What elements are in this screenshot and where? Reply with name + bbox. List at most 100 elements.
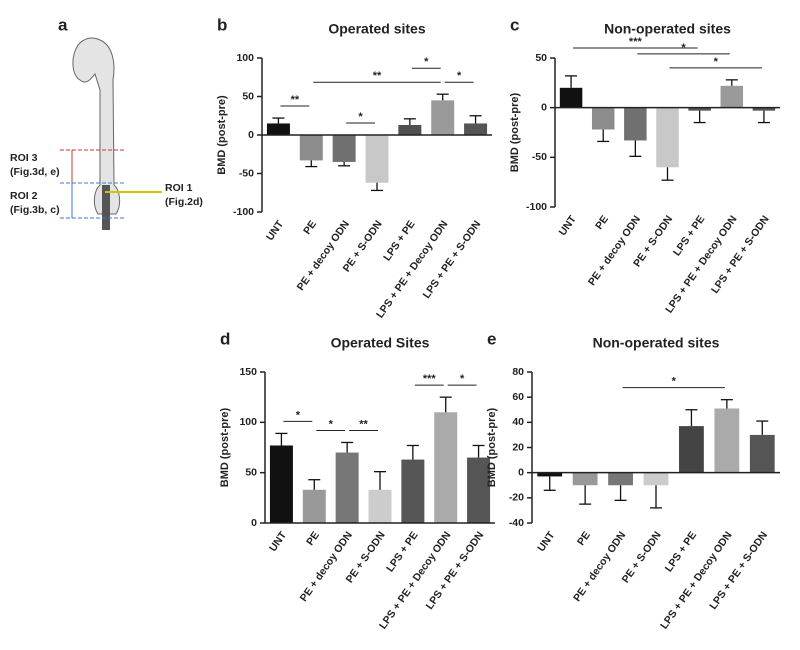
bar: [434, 412, 458, 523]
bar: [679, 426, 704, 473]
x-tick-label: UNT: [267, 529, 290, 554]
y-tick-label: 0: [518, 466, 524, 478]
y-tick-label: -40: [509, 517, 524, 529]
y-tick-label: 150: [239, 366, 257, 378]
x-tick-label: PE: [593, 213, 611, 231]
bar: [752, 107, 776, 111]
y-tick-label: 100: [239, 416, 257, 428]
significance-label: *: [672, 376, 677, 388]
y-axis-label: BMD (post-pre): [219, 407, 231, 487]
roi-ref: (Fig.2d): [165, 196, 203, 208]
y-tick-label: 0: [541, 101, 547, 113]
bar: [299, 135, 323, 161]
bar: [302, 489, 326, 523]
bar: [269, 445, 293, 523]
panel-label: b: [217, 15, 227, 34]
femur: [72, 37, 121, 215]
x-tick-label: PE: [304, 529, 322, 547]
chart-title: Non-operated sites: [604, 21, 731, 37]
chart-title: Non-operated sites: [593, 335, 720, 351]
roi-name: ROI 2: [10, 190, 38, 202]
y-tick-label: 80: [512, 366, 524, 378]
bar: [608, 472, 633, 486]
y-tick-label: 60: [512, 391, 524, 403]
significance-label: *: [424, 56, 429, 68]
bar: [335, 452, 359, 523]
panel-label: c: [510, 15, 519, 34]
y-axis-label: BMD (post-pre): [486, 407, 498, 487]
significance-label: ***: [423, 373, 437, 385]
y-axis-label: BMD (post-pre): [509, 92, 521, 172]
x-tick-label: LPS + PE: [663, 529, 699, 574]
bar: [464, 123, 488, 135]
significance-label: *: [457, 70, 462, 82]
chart: c Non-operated sites BMD (post-pre) -100 -50…: [509, 15, 780, 315]
significance-label: **: [359, 418, 368, 430]
bar: [688, 107, 711, 111]
chart-title: Operated sites: [328, 21, 425, 37]
y-tick-label: -100: [526, 201, 547, 213]
significance-label: *: [714, 56, 719, 68]
panel-label: d: [220, 329, 230, 348]
implant: [102, 185, 110, 230]
y-tick-label: 0: [251, 517, 257, 529]
bar: [368, 489, 392, 523]
y-tick-label: 0: [248, 129, 254, 141]
significance-label: *: [358, 111, 363, 123]
significance-label: *: [329, 418, 334, 430]
x-tick-label: UNT: [264, 218, 287, 243]
x-tick-label: UNT: [557, 213, 580, 238]
y-tick-label: -50: [239, 167, 254, 179]
significance-label: *: [296, 409, 301, 421]
bar: [401, 459, 425, 523]
panel-a: a ROI 3 (Fig.3d, e) ROI 2 (Fig.3b, c) RO…: [10, 15, 203, 230]
bar: [537, 472, 563, 477]
panel-label: e: [487, 329, 496, 348]
bar: [398, 124, 422, 135]
bar: [720, 85, 744, 108]
roi-ref: (Fig.3d, e): [10, 166, 60, 178]
bar: [332, 135, 356, 162]
bar: [431, 100, 455, 135]
bar: [467, 457, 491, 523]
chart-title: Operated Sites: [331, 335, 430, 351]
x-tick-label: PE: [575, 529, 593, 547]
significance-label: *: [460, 373, 465, 385]
x-tick-label: LPS + PE + S-ODN: [421, 218, 484, 300]
panel-label: a: [58, 15, 68, 34]
significance-label: **: [291, 94, 300, 106]
bar: [643, 472, 669, 486]
y-tick-label: 40: [512, 416, 524, 428]
roi-name: ROI 3: [10, 152, 38, 164]
x-tick-label: UNT: [535, 529, 558, 554]
x-tick-label: PE: [301, 218, 319, 236]
y-tick-label: 100: [236, 52, 254, 64]
x-tick-label: LPS + PE + S-ODN: [709, 213, 772, 295]
y-tick-label: 50: [535, 52, 547, 64]
chart: e Non-operated sites BMD (post-pre) -40 -20 0…: [486, 329, 780, 631]
y-tick-label: -100: [233, 206, 254, 218]
y-tick-label: -20: [509, 492, 524, 504]
significance-label: **: [373, 70, 382, 82]
roi-name: ROI 1: [165, 182, 193, 194]
significance-label: ***: [629, 36, 643, 48]
roi-ref: (Fig.3b, c): [10, 204, 60, 216]
y-tick-label: 50: [242, 90, 254, 102]
bar: [266, 123, 290, 135]
x-tick-label: LPS + PE + Decoy ODN: [658, 529, 734, 631]
y-tick-label: -50: [532, 151, 547, 163]
bar: [559, 87, 583, 108]
bar: [656, 107, 679, 168]
bar: [572, 472, 598, 486]
bar: [591, 107, 615, 130]
x-tick-label: LPS + PE + S-ODN: [424, 529, 487, 611]
y-axis-label: BMD (post-pre): [216, 95, 228, 175]
x-tick-label: LPS + PE: [384, 529, 420, 574]
bar: [714, 408, 740, 473]
bar: [624, 107, 647, 141]
chart: d Operated Sites BMD (post-pre) 0 50 100 150 UN…: [219, 329, 495, 631]
y-tick-label: 20: [512, 441, 524, 453]
bar: [365, 135, 389, 183]
bar: [749, 434, 775, 473]
